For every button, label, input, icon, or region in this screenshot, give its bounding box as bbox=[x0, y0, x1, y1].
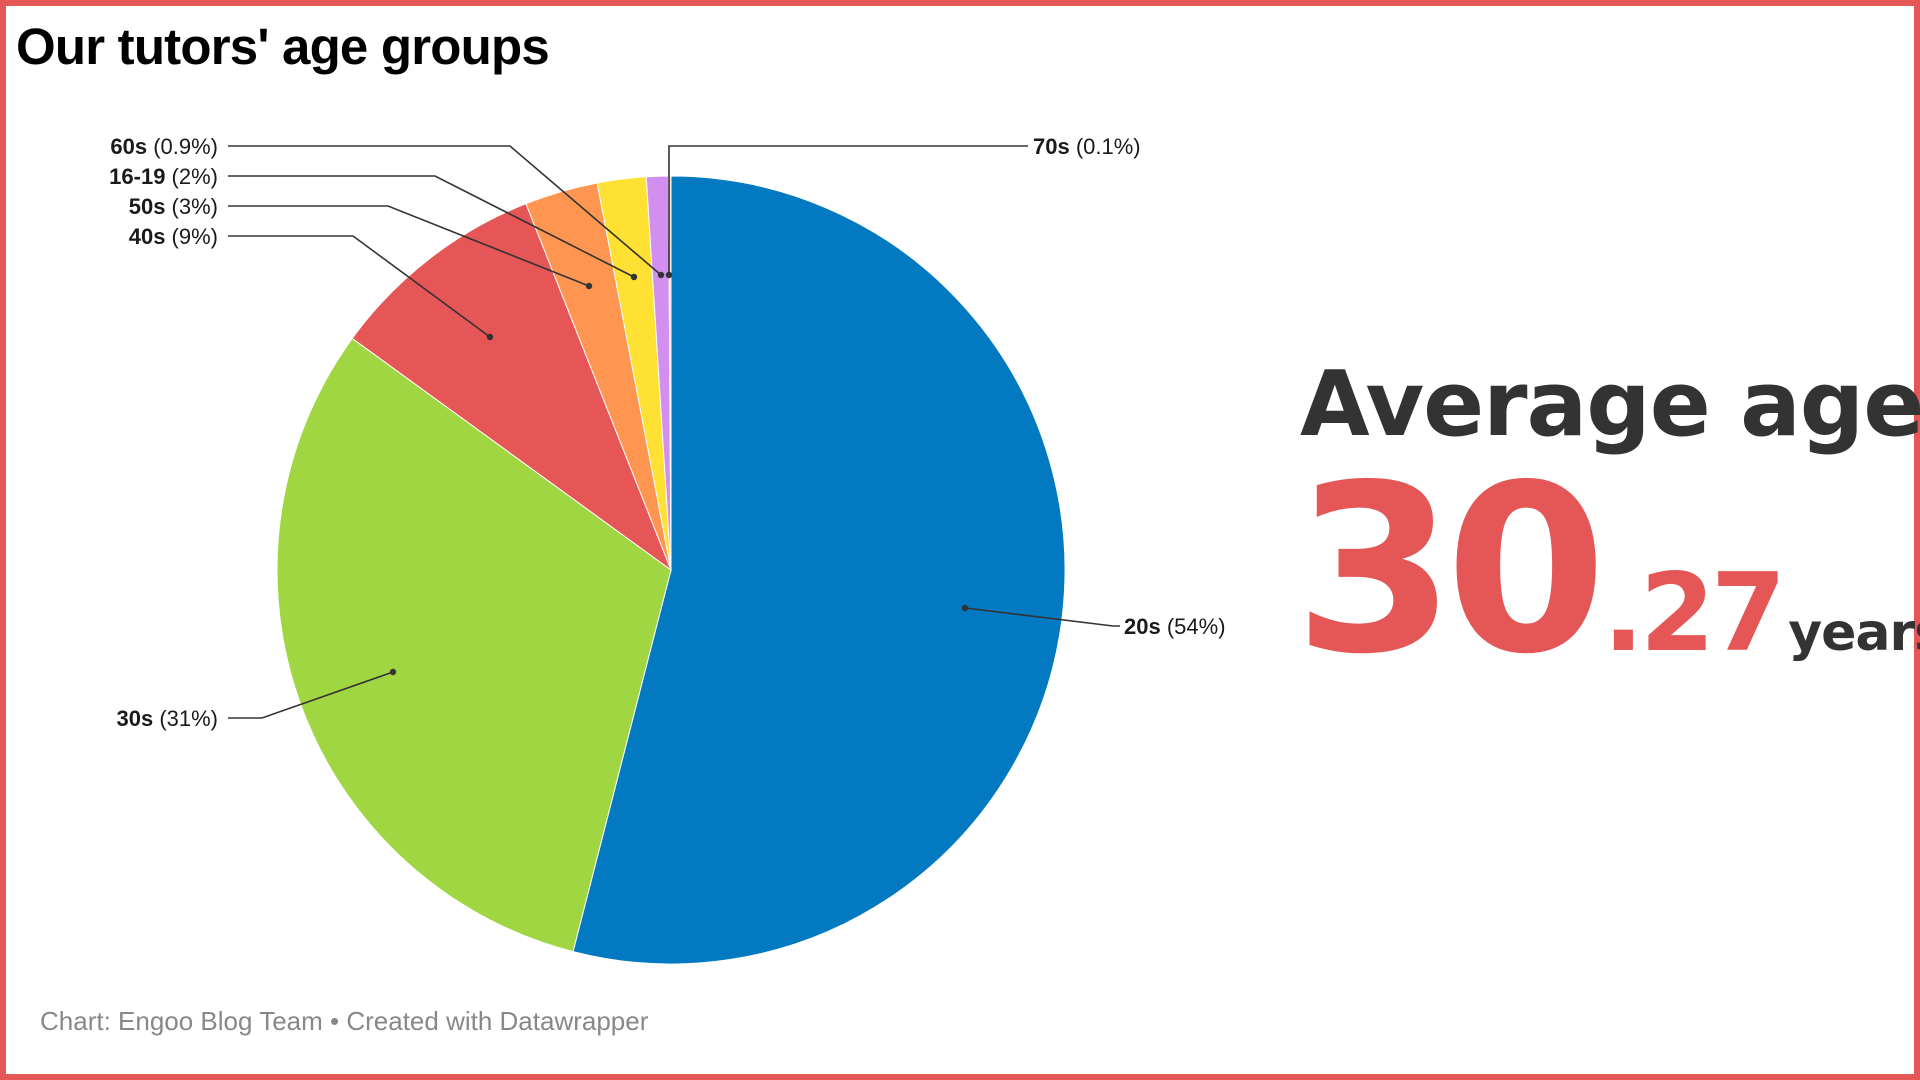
average-age-decimal: .27 bbox=[1602, 551, 1786, 676]
slice-label-50s: 50s (3%) bbox=[129, 194, 218, 219]
leader-line-16-19 bbox=[228, 175, 635, 278]
leader-line-70s bbox=[668, 145, 1028, 275]
pie-slices bbox=[276, 175, 1066, 965]
leader-line-60s bbox=[228, 145, 662, 276]
leader-dot-40s bbox=[486, 333, 494, 341]
slice-label-70s: 70s (0.1%) bbox=[1033, 134, 1141, 159]
chart-title: Our tutors' age groups bbox=[16, 18, 550, 75]
leader-dot-60s bbox=[657, 271, 665, 279]
label-leader-lines bbox=[228, 145, 1120, 719]
slice-label-40s: 40s (9%) bbox=[129, 224, 218, 249]
leader-dot-50s bbox=[585, 282, 593, 290]
slice-label-30s: 30s (31%) bbox=[116, 706, 218, 731]
average-age-integer: 30 bbox=[1294, 435, 1607, 705]
leader-line-30s bbox=[228, 671, 394, 719]
leader-dot-16-19 bbox=[630, 273, 638, 281]
leader-line-20s bbox=[964, 607, 1120, 627]
leader-dot-20s bbox=[961, 604, 969, 612]
pie-slice-40s bbox=[351, 203, 673, 572]
leader-line-50s bbox=[228, 205, 590, 287]
slice-label-20s: 20s (54%) bbox=[1124, 614, 1226, 639]
slice-label-60s: 60s (0.9%) bbox=[110, 134, 218, 159]
average-age-value: 30.27years bbox=[1294, 450, 1920, 765]
leader-dot-30s bbox=[389, 668, 397, 676]
slice-labels: 20s (54%) 30s (31%) 40s (9%) 50s (3%) 16-19 … bbox=[109, 134, 1225, 731]
pie-slice-30s bbox=[276, 337, 672, 953]
average-age-unit: years bbox=[1788, 603, 1920, 663]
average-age-label: Average age bbox=[1300, 352, 1920, 457]
chart-source-footer: Chart: Engoo Blog Team • Created with Da… bbox=[40, 1006, 649, 1036]
leader-line-40s bbox=[228, 235, 491, 338]
slice-label-16-19: 16-19 (2%) bbox=[109, 164, 218, 189]
leader-dot-70s bbox=[665, 271, 673, 279]
